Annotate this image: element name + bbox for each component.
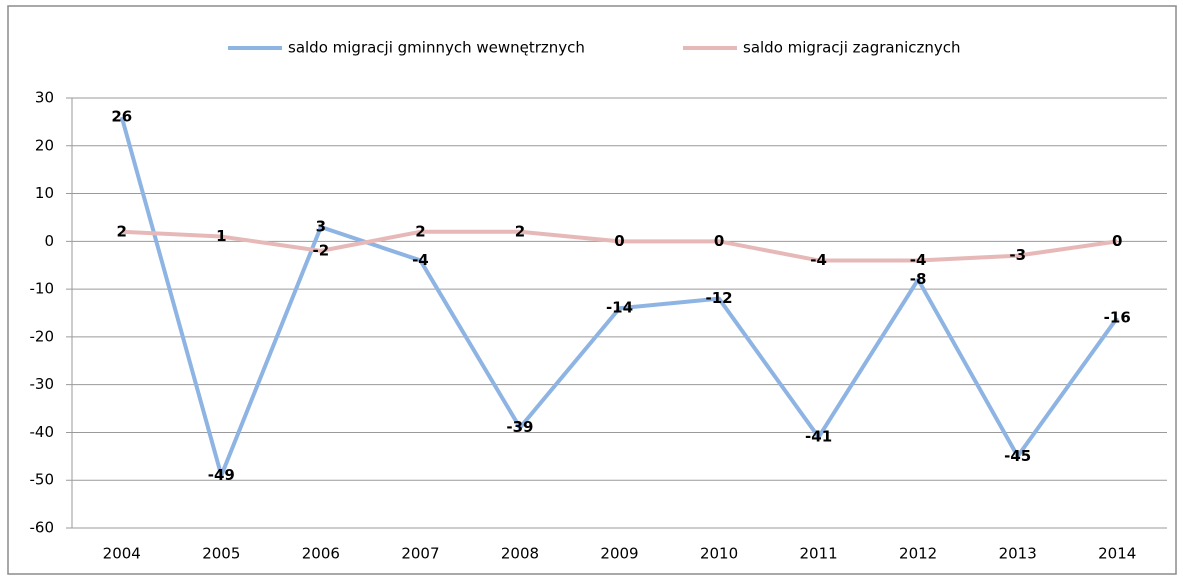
data-label: -8 <box>910 270 927 288</box>
x-tick-label: 2008 <box>501 545 539 563</box>
chart-frame <box>7 5 1177 575</box>
data-label: -45 <box>1004 447 1031 465</box>
data-label: 0 <box>1112 232 1122 250</box>
x-tick-label: 2012 <box>899 545 937 563</box>
y-tick-label: 10 <box>35 184 54 202</box>
x-tick-label: 2007 <box>401 545 439 563</box>
data-label: -14 <box>606 299 633 317</box>
data-label: -4 <box>412 251 429 269</box>
data-label: 2 <box>117 222 127 240</box>
y-tick-label: -20 <box>30 327 55 345</box>
data-label: 2 <box>515 222 525 240</box>
x-tick-label: 2005 <box>202 545 240 563</box>
data-label: 0 <box>614 232 624 250</box>
y-tick-label: -30 <box>30 375 55 393</box>
data-label: -41 <box>805 428 832 446</box>
x-tick-label: 2014 <box>1098 545 1136 563</box>
legend-label: saldo migracji gminnych wewnętrznych <box>288 39 585 57</box>
x-tick-label: 2010 <box>700 545 738 563</box>
data-label: -12 <box>705 289 732 307</box>
data-label: -3 <box>1009 246 1026 264</box>
series-line <box>121 229 1118 263</box>
x-tick-label: 2006 <box>302 545 340 563</box>
x-tick-label: 2011 <box>799 545 837 563</box>
data-label: -4 <box>910 251 927 269</box>
data-label: -4 <box>810 251 827 269</box>
x-tick-label: 2004 <box>103 545 141 563</box>
data-label: -39 <box>506 418 533 436</box>
data-label: 3 <box>316 218 326 236</box>
series-line <box>119 116 1119 478</box>
y-tick-label: 20 <box>35 136 54 154</box>
x-tick-label: 2013 <box>999 545 1037 563</box>
y-tick-label: -10 <box>30 280 55 298</box>
data-label: -2 <box>313 241 330 259</box>
y-tick-label: 30 <box>35 89 54 107</box>
data-label: 1 <box>216 227 226 245</box>
y-tick-label: -50 <box>30 471 55 489</box>
y-tick-label: 0 <box>44 232 54 250</box>
x-tick-label: 2009 <box>600 545 638 563</box>
y-tick-label: -40 <box>30 423 55 441</box>
y-tick-label: -60 <box>30 519 55 537</box>
data-label: 26 <box>111 108 132 126</box>
data-label: 2 <box>415 222 425 240</box>
data-label: -16 <box>1104 308 1131 326</box>
legend-label: saldo migracji zagranicznych <box>743 39 961 57</box>
data-label: -49 <box>208 466 235 484</box>
data-label: 0 <box>714 232 724 250</box>
